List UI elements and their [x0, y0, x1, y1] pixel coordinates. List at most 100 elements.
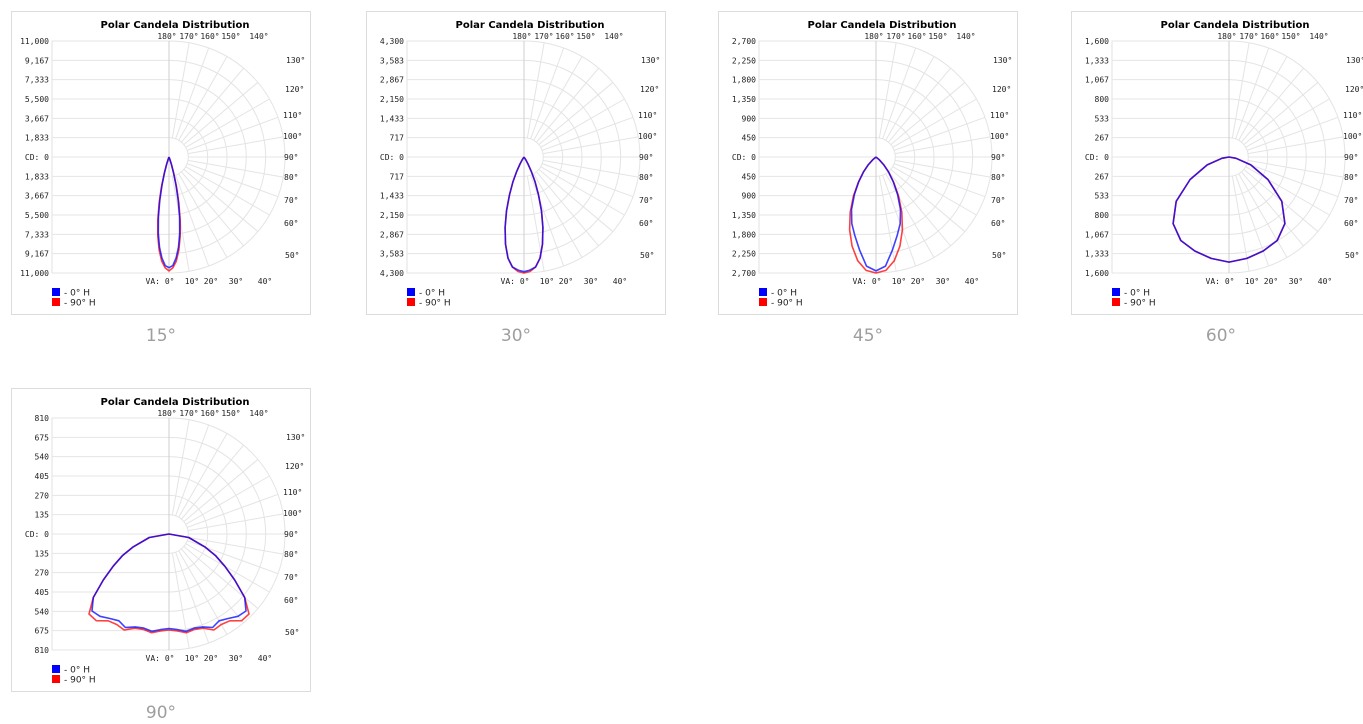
polar-chart: Polar Candela Distribution 810 675 540 405 27…	[25, 397, 305, 686]
axis-tick-label: 810	[35, 646, 50, 655]
polar-grid-spoke	[538, 82, 614, 145]
axis-tick-label: 2,250	[732, 56, 756, 65]
angle-label-right: 130°	[286, 56, 305, 65]
angle-label-top: 150°	[928, 32, 947, 41]
axis-tick-label: 810	[35, 414, 50, 423]
angle-label-right: 120°	[992, 85, 1011, 94]
angle-label-right: 130°	[1346, 56, 1363, 65]
angle-label-right: 70°	[991, 196, 1005, 205]
legend-swatch	[1112, 288, 1120, 296]
axis-tick-label: 1,333	[1085, 56, 1109, 65]
axis-tick-label: 1,800	[732, 76, 756, 85]
axis-tick-label: 3,583	[380, 56, 404, 65]
axis-tick-label: 450	[742, 134, 757, 143]
legend-label: - 90° H	[771, 299, 803, 309]
axis-tick-label: 900	[742, 192, 757, 201]
polar-grid-spoke	[536, 67, 599, 143]
chart-caption: 15°	[145, 326, 177, 346]
polar-grid-spoke	[183, 546, 259, 609]
axis-tick-label: 5,500	[25, 211, 49, 220]
axis-tick-label: 135	[35, 511, 50, 520]
angle-label-bottom: 20°	[204, 277, 218, 286]
angle-label-right: 100°	[638, 132, 657, 141]
polar-grid-spoke	[181, 67, 244, 143]
polar-grid-spoke	[542, 159, 639, 178]
angle-label-right: 90°	[284, 530, 298, 539]
axis-tick-label: 1,833	[25, 134, 49, 143]
angle-label-bottom: VA: 0°	[501, 277, 530, 286]
axis-tick-label: 11,000	[20, 37, 49, 46]
axis-tick-label: 1,067	[1085, 76, 1109, 85]
polar-chart: Polar Candela Distribution 1,600 1,333 1,06…	[1085, 20, 1363, 309]
polar-grid-spoke	[185, 166, 270, 216]
chart-title: Polar Candela Distribution	[808, 20, 957, 31]
angle-label-bottom: 30°	[229, 654, 243, 663]
polar-grid-spoke	[893, 116, 986, 151]
axis-tick-label: 450	[742, 172, 757, 181]
legend-swatch	[759, 298, 767, 306]
angle-label-right: 110°	[990, 111, 1009, 120]
polar-grid-spoke	[178, 56, 228, 141]
axis-tick-label: 900	[742, 114, 757, 123]
legend-label: - 0° H	[64, 666, 90, 676]
polar-grid-spoke	[533, 173, 583, 258]
angle-label-bottom: VA: 0°	[853, 277, 882, 286]
axis-tick-label: 9,167	[25, 56, 49, 65]
angle-label-top: 180°	[1217, 32, 1236, 41]
axis-tick-label: 1,333	[1085, 250, 1109, 259]
polar-grid-spoke	[183, 459, 259, 522]
legend-swatch	[52, 298, 60, 306]
axis-tick-label: 2,150	[380, 95, 404, 104]
polar-grid-spoke	[894, 159, 991, 178]
legend-label: - 0° H	[64, 289, 90, 299]
angle-label-bottom: 40°	[613, 277, 627, 286]
angle-label-right: 90°	[284, 153, 298, 162]
angle-label-right: 90°	[1344, 153, 1358, 162]
polar-chart-card: Polar Candela Distribution 1,600 1,333 1,06…	[1071, 11, 1363, 315]
polar-grid-spoke	[187, 513, 284, 532]
polar-grid-ring	[168, 137, 189, 177]
angle-label-right: 70°	[639, 196, 653, 205]
angle-label-bottom: 10°	[185, 277, 199, 286]
angle-label-right: 60°	[991, 219, 1005, 228]
axis-tick-label: 2,867	[380, 230, 404, 239]
axis-tick-label: 540	[35, 607, 50, 616]
polar-grid-spoke	[175, 424, 210, 517]
angle-label-bottom: 10°	[185, 654, 199, 663]
angle-label-top: 160°	[200, 409, 219, 418]
axis-tick-label: 270	[35, 491, 50, 500]
polar-grid-spoke	[1247, 136, 1344, 155]
angle-label-right: 90°	[639, 153, 653, 162]
polar-grid-spoke	[530, 174, 565, 267]
chart-caption: 90°	[145, 703, 177, 723]
axis-tick-label: 540	[35, 453, 50, 462]
polar-grid-spoke	[175, 47, 210, 140]
angle-label-right: 80°	[284, 550, 298, 559]
angle-label-top: 180°	[512, 32, 531, 41]
chart-caption: 45°	[852, 326, 884, 346]
polar-chart: Polar Candela Distribution 11,000 9,167 7,3…	[20, 20, 305, 309]
angle-label-top: 140°	[249, 32, 268, 41]
polar-grid-spoke	[533, 56, 583, 141]
chart-title: Polar Candela Distribution	[101, 397, 250, 408]
angle-label-right: 110°	[283, 488, 302, 497]
polar-grid-spoke	[181, 548, 244, 624]
angle-label-top: 180°	[157, 409, 176, 418]
axis-tick-label: 5,500	[25, 95, 49, 104]
angle-label-right: 80°	[284, 173, 298, 182]
legend-swatch	[407, 288, 415, 296]
angle-label-right: 120°	[285, 462, 304, 471]
polar-grid-spoke	[171, 419, 190, 516]
polar-grid-spoke	[185, 543, 270, 593]
angle-label-top: 160°	[1260, 32, 1279, 41]
polar-grid-spoke	[181, 444, 244, 520]
polar-grid-spoke	[175, 174, 210, 267]
axis-tick-label: 675	[35, 433, 50, 442]
axis-tick-label: 1,433	[380, 114, 404, 123]
angle-label-right: 70°	[284, 573, 298, 582]
angle-label-bottom: 30°	[936, 277, 950, 286]
legend-label: - 90° H	[419, 299, 451, 309]
angle-label-right: 80°	[1344, 173, 1358, 182]
angle-label-top: 150°	[576, 32, 595, 41]
angle-label-right: 80°	[991, 173, 1005, 182]
